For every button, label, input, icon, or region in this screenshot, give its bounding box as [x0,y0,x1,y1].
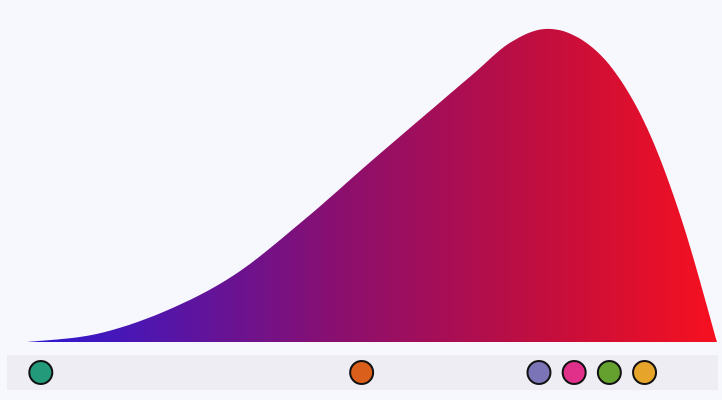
marker-point [526,360,552,385]
marker-point [632,360,658,385]
marker-point [596,360,622,385]
marker-layer [28,360,658,385]
marker-point [561,360,587,385]
density-area [27,28,717,343]
marker-point [28,360,54,385]
marker-point [349,360,375,385]
